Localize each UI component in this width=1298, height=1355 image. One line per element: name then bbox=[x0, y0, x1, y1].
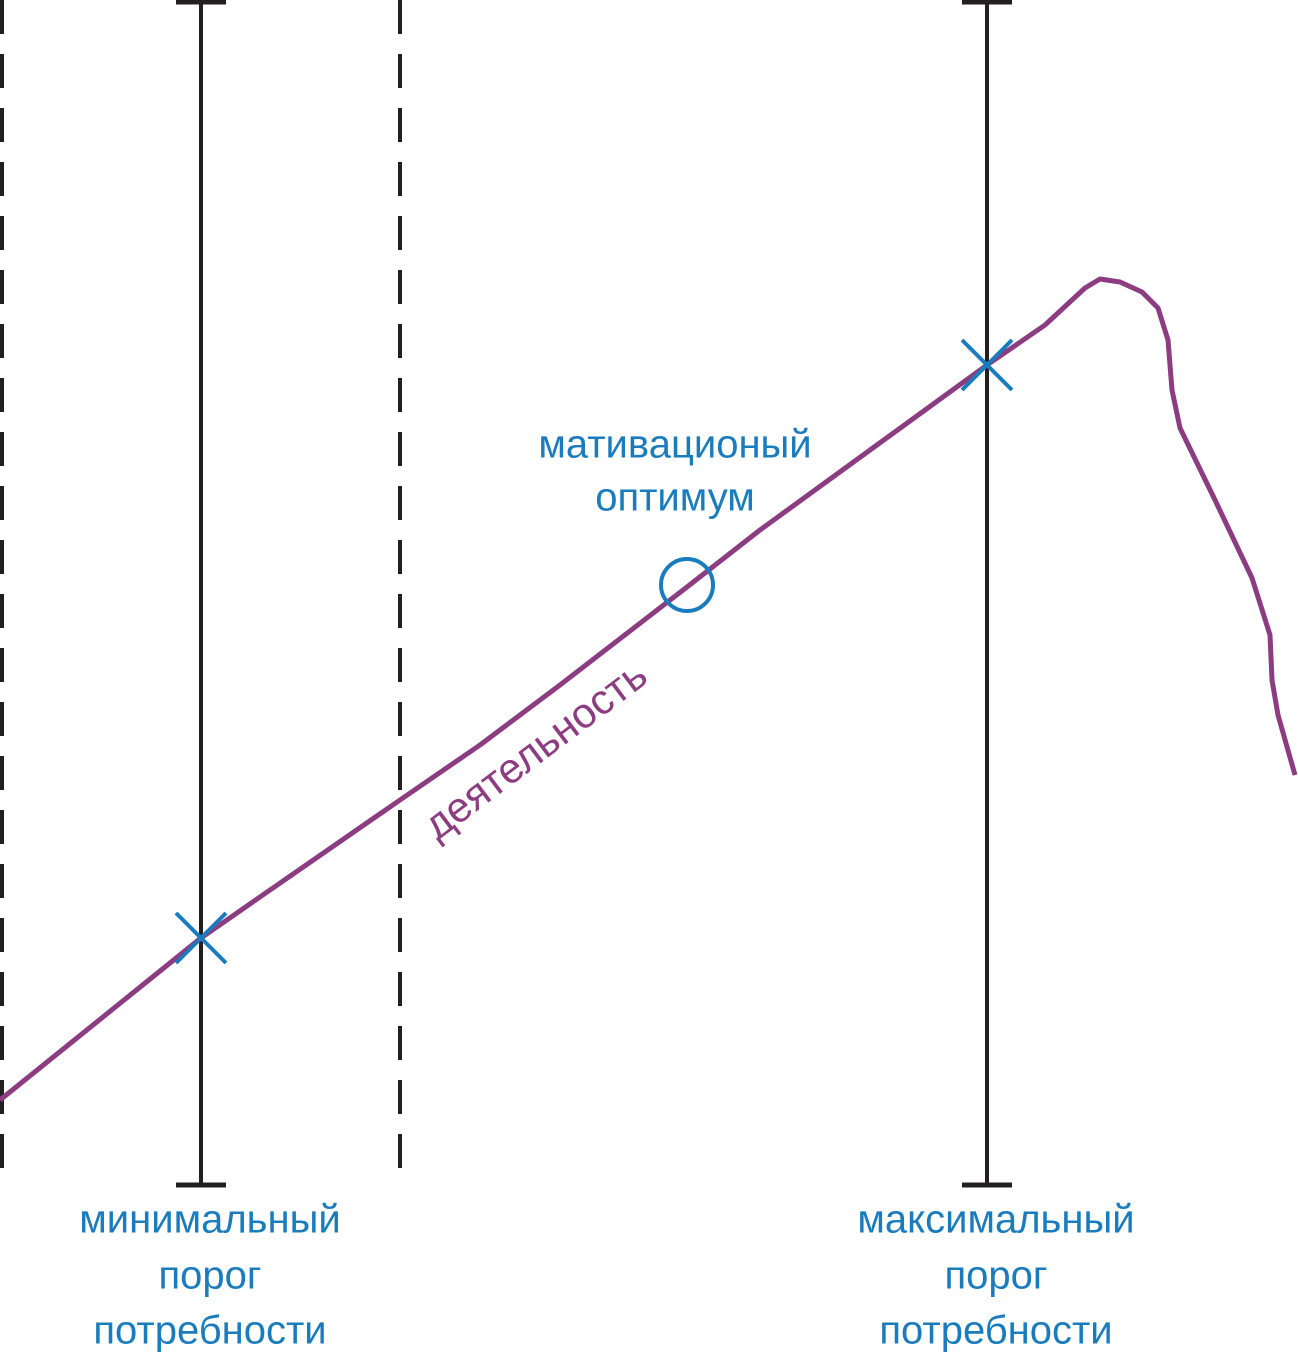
activity-curve bbox=[0, 276, 1298, 1102]
min-label: минимальный bbox=[79, 1198, 340, 1242]
max-cross bbox=[960, 338, 1014, 392]
threshold-lines bbox=[0, 0, 1012, 1188]
optimum-label: оптимум bbox=[595, 476, 755, 520]
optimum-circle bbox=[659, 557, 715, 613]
min-label: порог bbox=[159, 1254, 262, 1298]
activity-label: деятельность bbox=[414, 650, 655, 848]
min-label: потребности bbox=[93, 1309, 326, 1353]
max-label: максимальный bbox=[857, 1198, 1134, 1242]
markers bbox=[174, 338, 1014, 965]
max-label: порог bbox=[945, 1254, 1048, 1298]
optimum-label: мативационый bbox=[538, 423, 811, 467]
max-label: потребности bbox=[879, 1309, 1112, 1353]
min-cross bbox=[174, 911, 228, 965]
